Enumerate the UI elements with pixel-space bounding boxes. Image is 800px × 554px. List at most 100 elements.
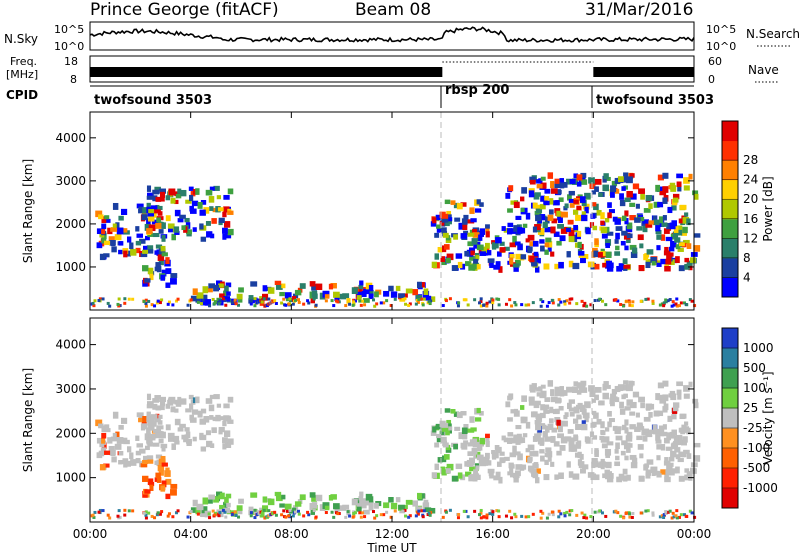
velocity-cell <box>507 437 513 444</box>
power-cell <box>556 189 562 195</box>
power-cell <box>463 214 469 220</box>
velocity-cell <box>101 438 106 444</box>
power-cell <box>148 224 156 232</box>
velocity-cell <box>573 434 579 440</box>
power-cell <box>363 303 367 307</box>
velocity-cell <box>550 396 558 403</box>
power-cell <box>512 263 520 268</box>
power-cell <box>156 217 162 223</box>
velocity-cell <box>142 459 149 465</box>
power-cell <box>536 184 543 189</box>
power-cell <box>485 224 490 229</box>
power-cell <box>260 300 264 304</box>
velocity-cell <box>589 431 595 438</box>
power-cell <box>154 266 159 272</box>
velocity-cell <box>675 466 680 474</box>
power-range-label: Slant Range [km] <box>21 159 35 263</box>
power-cell <box>434 253 440 260</box>
velocity-cell <box>120 417 128 424</box>
velocity-cell <box>428 513 432 517</box>
velocity-cell <box>560 436 568 444</box>
velocity-cell <box>414 514 418 518</box>
velocity-cell <box>297 512 301 516</box>
velocity-cell <box>674 514 678 518</box>
power-cell <box>157 211 163 216</box>
power-cell <box>200 199 207 205</box>
power-cell <box>630 304 634 308</box>
power-cell <box>597 252 603 258</box>
velocity-cell <box>485 516 489 520</box>
velocity-cell <box>657 410 664 417</box>
velocity-cell <box>104 428 111 433</box>
power-cell <box>352 298 356 302</box>
velocity-cell <box>222 437 228 444</box>
power-cell <box>601 233 608 239</box>
power-cell <box>144 304 148 308</box>
velocity-cell <box>221 508 225 512</box>
velocity-cell <box>622 516 626 520</box>
velocity-cell <box>532 436 538 442</box>
power-cell <box>274 301 278 305</box>
power-cell <box>638 265 645 272</box>
velocity-cell <box>520 514 524 518</box>
velocity-cell <box>192 436 197 442</box>
velocity-cell <box>666 510 670 514</box>
velocity-cell <box>168 396 176 404</box>
velocity-cell <box>99 464 106 471</box>
power-cell <box>311 283 317 291</box>
velocity-cell <box>123 513 127 517</box>
velocity-cell <box>434 442 440 448</box>
velocity-cell <box>446 463 454 471</box>
velocity-cell <box>509 472 516 478</box>
power-cell <box>174 230 180 235</box>
colorbar-tick-label: -100 <box>743 441 770 455</box>
velocity-cell <box>615 442 620 450</box>
velocity-cell <box>593 510 597 514</box>
power-cell <box>157 254 165 261</box>
power-cell <box>614 188 620 194</box>
velocity-cell <box>536 392 543 397</box>
colorbar-tick-label: 20 <box>743 192 758 206</box>
power-cell <box>610 191 615 198</box>
velocity-cell <box>142 475 149 482</box>
velocity-cell <box>135 450 142 456</box>
velocity-cell <box>174 418 181 426</box>
velocity-cell <box>575 423 582 431</box>
power-cell <box>656 234 662 240</box>
power-cell <box>311 290 318 298</box>
power-cell <box>208 287 213 293</box>
velocity-cell <box>473 454 479 459</box>
power-cell <box>682 301 686 305</box>
velocity-cell <box>361 502 367 509</box>
power-cell <box>624 299 628 303</box>
time-tick-label: 16:00 <box>475 527 510 541</box>
power-cell <box>108 240 116 246</box>
velocity-cell <box>550 435 556 443</box>
power-cell <box>655 229 662 235</box>
velocity-cell <box>218 430 223 435</box>
power-cell <box>227 228 234 236</box>
velocity-cell <box>359 515 363 519</box>
power-cell <box>287 302 291 306</box>
velocity-cell <box>621 424 627 431</box>
velocity-cell <box>585 516 589 520</box>
velocity-cell <box>455 463 463 470</box>
velocity-cell <box>333 503 340 510</box>
velocity-cell <box>610 393 617 401</box>
velocity-cell <box>539 412 546 419</box>
power-cell <box>693 304 697 308</box>
velocity-cell <box>632 391 640 398</box>
velocity-cell <box>292 507 297 514</box>
velocity-cell <box>155 454 163 459</box>
velocity-cell <box>591 410 597 416</box>
velocity-cell <box>677 392 682 400</box>
power-cell <box>401 298 405 302</box>
velocity-cell <box>640 402 645 409</box>
velocity-cell <box>684 474 690 481</box>
power-cell <box>568 297 572 301</box>
power-cell <box>585 227 591 235</box>
power-cell <box>667 206 673 214</box>
velocity-cell <box>513 512 517 516</box>
velocity-cell <box>398 504 405 510</box>
velocity-cell <box>294 510 298 514</box>
